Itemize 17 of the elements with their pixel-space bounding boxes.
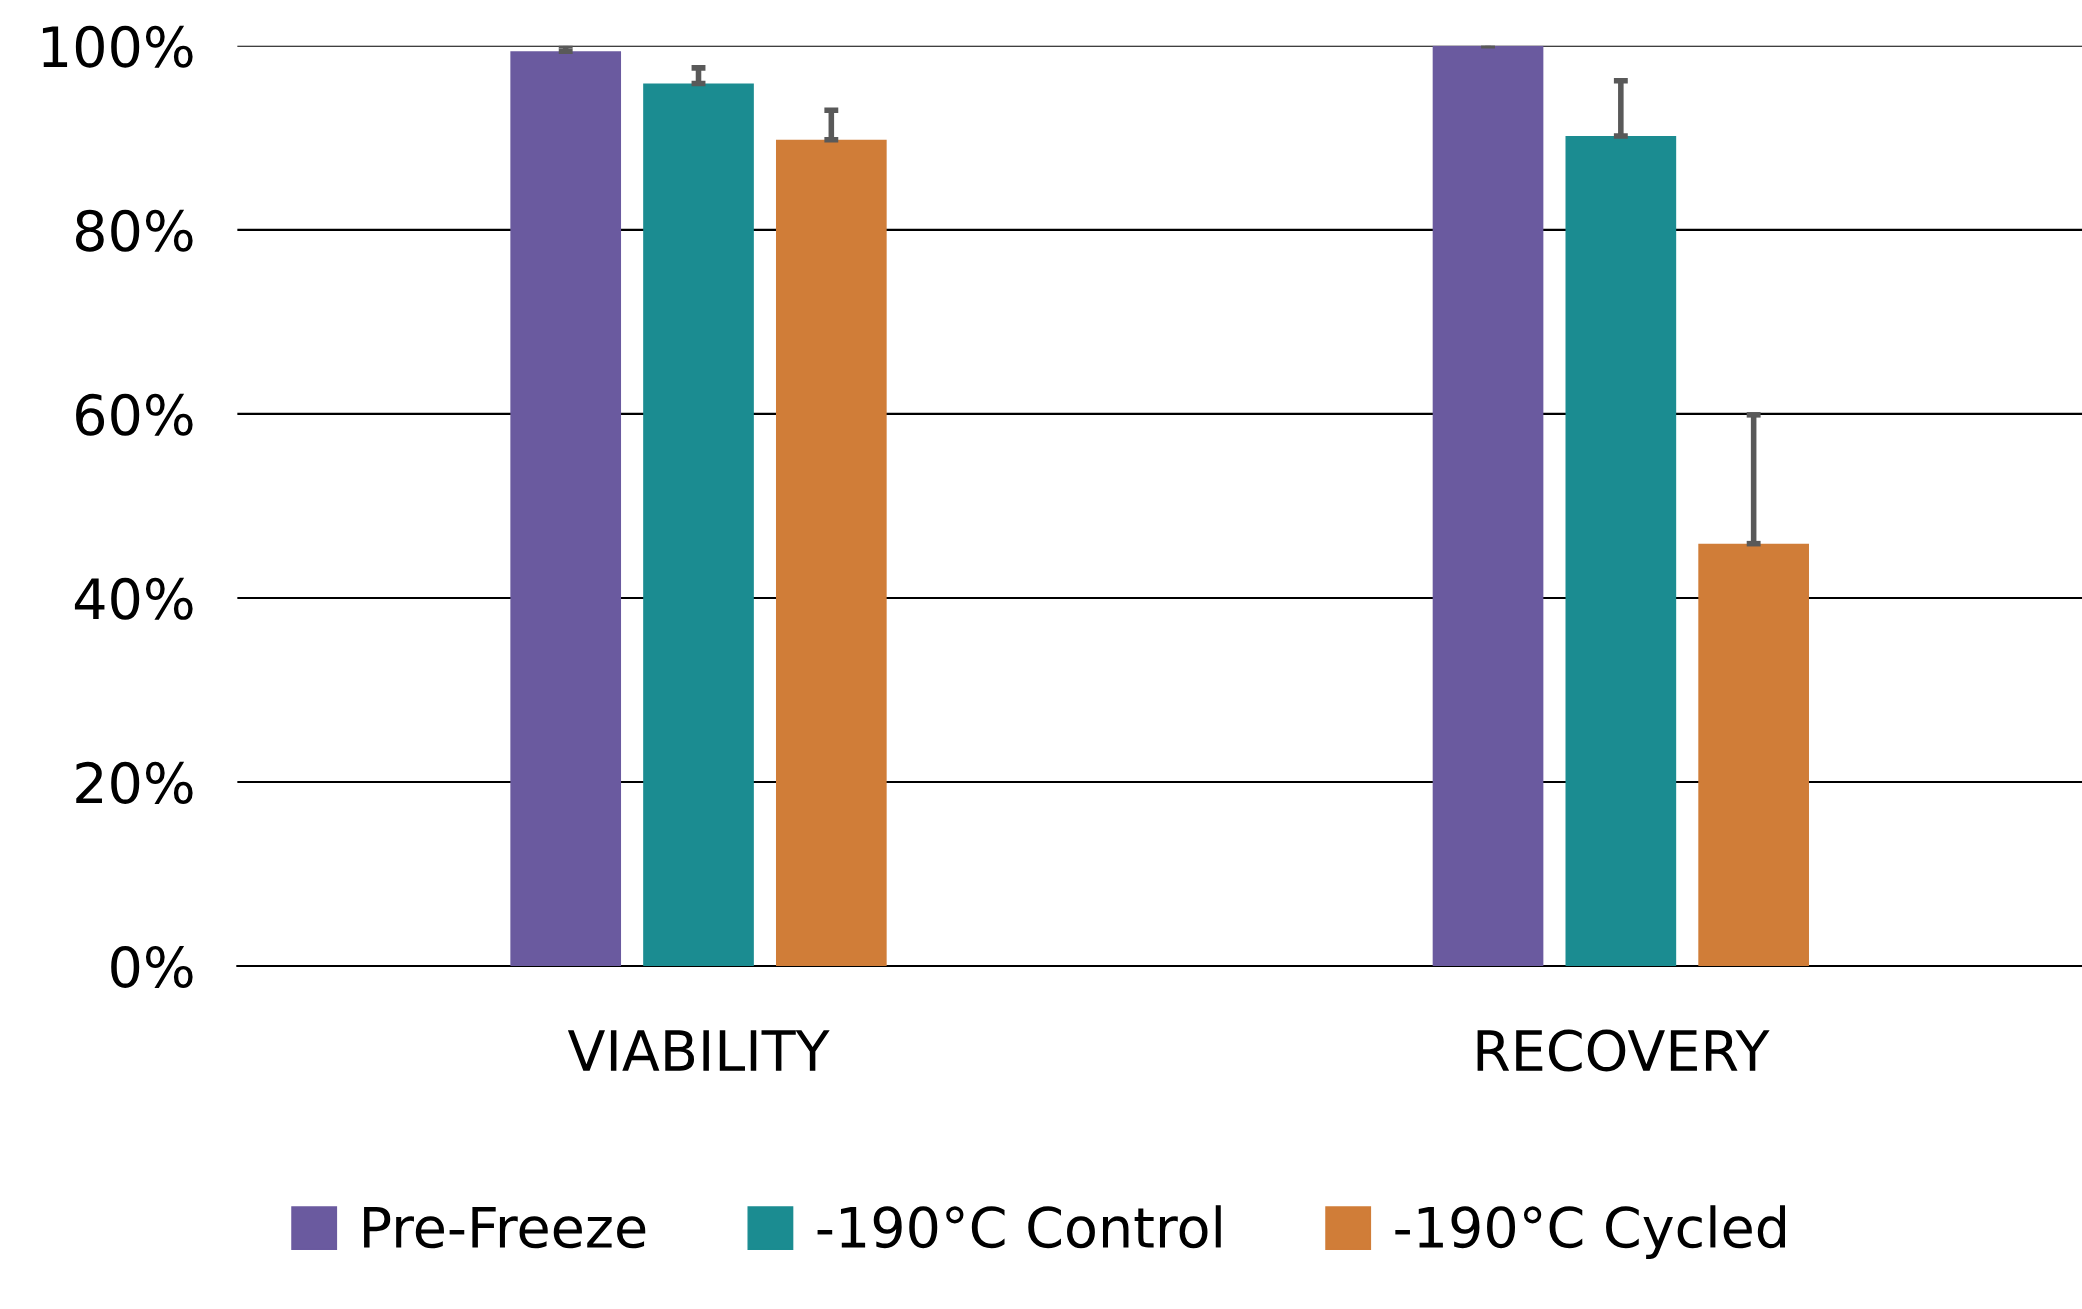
x-tick-label: VIABILITY: [567, 1030, 830, 1071]
bar: [775, 139, 887, 967]
bar: [1565, 136, 1677, 967]
bar: [643, 83, 754, 967]
bar: [1698, 543, 1809, 967]
y-tick-label: 0%: [111, 945, 193, 988]
y-tick-label: 100%: [42, 25, 193, 68]
x-tick-label: RECOVERY: [1477, 1029, 1770, 1072]
y-tick-label: 60%: [76, 393, 193, 436]
bar: [1432, 45, 1544, 967]
y-tick-label: 20%: [76, 761, 193, 804]
legend-label: Pre-Freeze: [364, 1206, 646, 1249]
legend-label: -190°C Cycled: [1395, 1205, 1785, 1259]
y-tick-label: 80%: [75, 209, 193, 252]
bar: [510, 51, 622, 967]
y-tick-label: 40%: [74, 577, 193, 620]
legend-label: -190°C Control: [817, 1205, 1221, 1249]
